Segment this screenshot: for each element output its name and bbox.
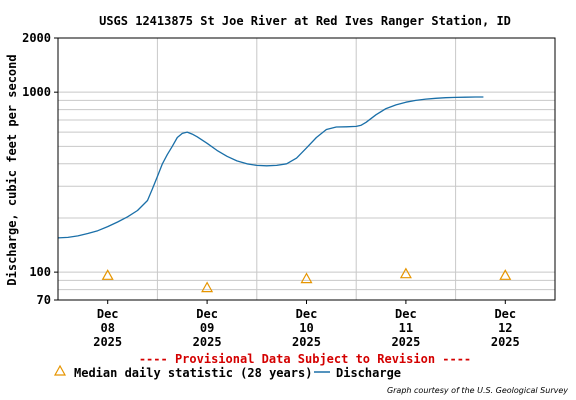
median-markers [101, 267, 512, 293]
legend: Median daily statistic (28 years) Discha… [53, 364, 401, 380]
provisional-notice: ---- Provisional Data Subject to Revisio… [139, 352, 471, 366]
series-group [57, 96, 484, 239]
x-tick-label: Dec [494, 307, 516, 321]
y-tick-labels: 70 100 1000 2000 [22, 31, 58, 307]
x-tick-label: 08 [100, 321, 114, 335]
y-tick-label: 1000 [22, 85, 51, 99]
y-tick-label: 2000 [22, 31, 51, 45]
median-marker [101, 269, 114, 280]
y-tick-label: 100 [29, 265, 51, 279]
x-tick-label: Dec [196, 307, 218, 321]
chart-title: USGS 12413875 St Joe River at Red Ives R… [99, 14, 511, 28]
x-tick-label: 2025 [391, 335, 420, 349]
discharge-line [57, 96, 484, 239]
legend-label-median: Median daily statistic (28 years) [74, 366, 312, 380]
x-tick-label: Dec [97, 307, 119, 321]
x-tick-label: 09 [200, 321, 214, 335]
credit-text: Graph courtesy of the U.S. Geological Su… [387, 386, 568, 395]
median-marker [300, 272, 313, 284]
x-tick-label: Dec [296, 307, 318, 321]
x-tick-label: 2025 [491, 335, 520, 349]
plot-area [58, 38, 555, 300]
x-tick-label: 2025 [193, 335, 222, 349]
median-marker [201, 281, 214, 293]
x-tick-label: 2025 [93, 335, 122, 349]
median-triangle-icon [53, 364, 67, 376]
median-marker [399, 267, 412, 279]
x-tick-label: 12 [498, 321, 512, 335]
median-marker [499, 269, 512, 280]
x-tick-labels: Dec082025Dec092025Dec102025Dec112025Dec1… [93, 300, 520, 349]
x-tick-label: 11 [399, 321, 413, 335]
y-axis-label: Discharge, cubic feet per second [5, 54, 19, 285]
x-tick-label: 2025 [292, 335, 321, 349]
legend-label-discharge: Discharge [336, 366, 401, 380]
y-tick-label: 70 [37, 293, 51, 307]
x-tick-label: Dec [395, 307, 417, 321]
x-tick-label: 10 [299, 321, 313, 335]
